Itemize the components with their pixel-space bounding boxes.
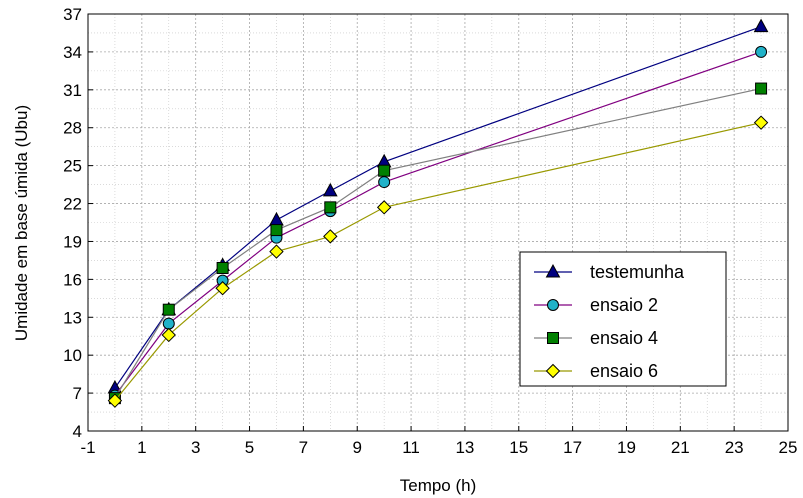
data-point xyxy=(161,327,176,343)
x-tick-label: 21 xyxy=(671,438,690,457)
data-point xyxy=(753,115,769,130)
data-point xyxy=(162,303,175,316)
x-tick-label: 1 xyxy=(137,438,146,457)
x-tick-label: 7 xyxy=(299,438,308,457)
legend-label: testemunha xyxy=(590,262,685,282)
data-point xyxy=(378,176,391,189)
legend-marker xyxy=(547,332,559,344)
data-point xyxy=(269,211,284,226)
x-tick-label: 9 xyxy=(352,438,361,457)
data-series xyxy=(107,18,769,408)
plot-area-frame xyxy=(87,13,789,432)
legend-marker xyxy=(545,363,561,379)
y-tick-label: 22 xyxy=(63,195,82,214)
data-point xyxy=(376,200,392,215)
y-axis-title: Umidade em base úmida (Ubu) xyxy=(12,105,31,341)
y-tick-label: 34 xyxy=(63,43,82,62)
x-axis-title: Tempo (h) xyxy=(400,476,477,495)
legend-marker xyxy=(547,299,559,311)
y-tick-label: 37 xyxy=(63,5,82,24)
data-point xyxy=(270,224,283,237)
x-tick-label: 15 xyxy=(509,438,528,457)
data-point xyxy=(755,82,768,95)
x-tick-label: 17 xyxy=(563,438,582,457)
series-ensaio-6 xyxy=(107,115,769,408)
x-tick-label: 3 xyxy=(191,438,200,457)
axis-ticks: -1 1 3 5 7 9 11 13 15 17 19 21 23 2547101316192225283… xyxy=(63,5,797,457)
series-ensaio-4 xyxy=(108,82,768,405)
y-tick-label: 19 xyxy=(63,232,82,251)
legend: testemunha ensaio 2 ensaio 4 ensaio 6 xyxy=(519,251,727,387)
data-point xyxy=(216,261,229,274)
x-tick-label: 11 xyxy=(402,438,420,457)
y-tick-label: 13 xyxy=(63,308,82,327)
data-point xyxy=(162,317,175,330)
x-tick-label: 5 xyxy=(245,438,254,457)
grid-lines xyxy=(88,14,788,431)
data-point xyxy=(323,229,338,244)
legend-label: ensaio 4 xyxy=(590,328,658,348)
y-tick-label: 31 xyxy=(63,81,82,100)
x-tick-label: 23 xyxy=(725,438,744,457)
legend-label: ensaio 2 xyxy=(590,295,658,315)
y-tick-label: 25 xyxy=(63,157,82,176)
x-tick-label: 19 xyxy=(617,438,636,457)
data-point xyxy=(753,18,769,33)
y-tick-label: 28 xyxy=(63,119,82,138)
x-tick-label: 13 xyxy=(455,438,474,457)
y-tick-label: 7 xyxy=(73,384,82,403)
data-point xyxy=(322,182,338,197)
legend-marker xyxy=(545,263,561,278)
y-tick-label: 16 xyxy=(63,270,82,289)
data-point xyxy=(215,281,230,296)
x-tick-label: -1 xyxy=(80,438,95,457)
data-point xyxy=(269,244,284,259)
data-point xyxy=(107,393,123,408)
data-point xyxy=(324,201,337,214)
legend-label: ensaio 6 xyxy=(590,361,658,381)
y-tick-label: 4 xyxy=(73,422,82,441)
data-point xyxy=(378,164,391,177)
y-tick-label: 10 xyxy=(63,346,82,365)
x-tick-label: 25 xyxy=(779,438,798,457)
data-point xyxy=(755,45,768,58)
